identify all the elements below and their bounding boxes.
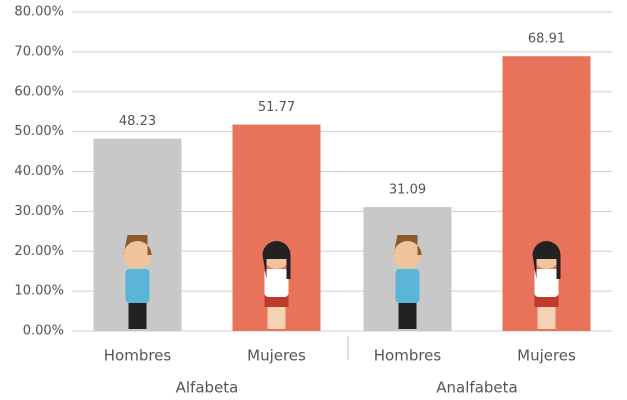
figure-legs (129, 303, 147, 329)
group-label: Alfabeta (176, 379, 239, 397)
y-tick-label: 60.00% (14, 84, 64, 99)
x-tick-label: Hombres (374, 347, 442, 365)
y-tick-label: 30.00% (14, 204, 64, 219)
value-label: 51.77 (258, 100, 295, 115)
value-label: 48.23 (119, 114, 156, 129)
y-tick-label: 0.00% (23, 324, 64, 339)
x-tick-label: Mujeres (517, 347, 576, 365)
figure-body (265, 269, 289, 297)
figure-body (535, 269, 559, 297)
y-tick-label: 70.00% (14, 44, 64, 59)
x-tick-label: Hombres (104, 347, 172, 365)
y-tick-label: 10.00% (14, 284, 64, 299)
y-tick-label: 20.00% (14, 244, 64, 259)
y-tick-label: 50.00% (14, 124, 64, 139)
value-label: 68.91 (528, 32, 565, 47)
group-label: Analfabeta (436, 379, 517, 397)
figure-head (394, 241, 422, 269)
chart: 0.00% 10.00% 20.00% 30.00% 40.00% 50.00% 60.00… (0, 0, 627, 400)
figure-body (396, 269, 420, 303)
y-tick-label: 80.00% (14, 5, 64, 20)
figure-head (124, 241, 152, 269)
figure-legs (399, 303, 417, 329)
y-tick-label: 40.00% (14, 164, 64, 179)
value-label: 31.09 (389, 183, 426, 198)
figure-body (126, 269, 150, 303)
x-tick-label: Mujeres (247, 347, 306, 365)
